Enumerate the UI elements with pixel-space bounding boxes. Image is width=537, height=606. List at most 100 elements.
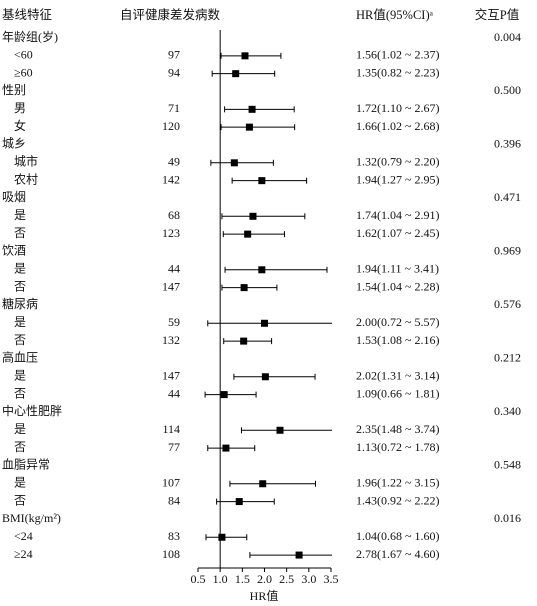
row-label: 女 bbox=[14, 118, 26, 133]
hr-label: 1.43(0.92 ~ 2.22) bbox=[356, 493, 439, 507]
x-tick-label: 3.0 bbox=[301, 572, 316, 586]
row-label: <24 bbox=[14, 529, 33, 543]
hr-label: 2.00(0.72 ~ 5.57) bbox=[356, 315, 439, 329]
hr-marker bbox=[240, 337, 248, 345]
row-label: 是 bbox=[14, 208, 26, 222]
hr-label: 1.72(1.10 ~ 2.67) bbox=[356, 101, 439, 115]
column-header: 基线特征 bbox=[2, 7, 53, 22]
row-label: 是 bbox=[14, 315, 26, 329]
p-value: 0.969 bbox=[494, 244, 521, 258]
row-label: 否 bbox=[14, 279, 26, 293]
case-count: 107 bbox=[162, 476, 180, 490]
hr-label: 1.62(1.07 ~ 2.45) bbox=[356, 226, 439, 240]
case-count: 132 bbox=[162, 333, 180, 347]
column-header: 交互P值 bbox=[475, 7, 519, 22]
row-label: <60 bbox=[14, 48, 33, 62]
hr-marker bbox=[276, 426, 284, 434]
group-label: 糖尿病 bbox=[2, 296, 38, 311]
case-count: 68 bbox=[168, 208, 180, 222]
case-count: 147 bbox=[162, 369, 180, 383]
x-tick-label: 2.5 bbox=[279, 572, 294, 586]
hr-marker bbox=[244, 230, 252, 238]
group-label: 血脂异常 bbox=[2, 457, 50, 472]
case-count: 71 bbox=[168, 101, 180, 115]
row-label: 农村 bbox=[14, 172, 38, 186]
x-tick-label: 2.0 bbox=[257, 572, 272, 586]
hr-marker bbox=[245, 123, 253, 131]
case-count: 44 bbox=[168, 262, 180, 276]
plot-area bbox=[204, 52, 332, 559]
hr-label: 1.66(1.02 ~ 2.68) bbox=[356, 119, 439, 133]
p-value: 0.004 bbox=[494, 30, 521, 44]
row-label: 是 bbox=[14, 422, 26, 436]
case-count: 94 bbox=[168, 65, 180, 79]
hr-label: 1.35(0.82 ~ 2.23) bbox=[356, 65, 439, 79]
row-label: 是 bbox=[14, 476, 26, 490]
hr-marker bbox=[235, 498, 243, 506]
p-value: 0.500 bbox=[494, 83, 521, 97]
row-label: ≥24 bbox=[14, 547, 33, 561]
row-label: 是 bbox=[14, 369, 26, 383]
row-label: ≥60 bbox=[14, 65, 33, 79]
group-label: 性别 bbox=[2, 83, 26, 97]
column-header: HR值(95%CI)ᵃ bbox=[356, 7, 434, 22]
group-label: 高血压 bbox=[2, 350, 38, 365]
case-count: 147 bbox=[162, 279, 180, 293]
case-count: 114 bbox=[162, 422, 180, 436]
hr-marker bbox=[259, 480, 267, 488]
group-label: 城乡 bbox=[2, 137, 26, 151]
group-label: 吸烟 bbox=[2, 190, 26, 204]
p-value: 0.548 bbox=[494, 458, 521, 472]
group-label: 中心性肥胖 bbox=[2, 403, 62, 418]
hr-marker bbox=[241, 52, 249, 60]
p-value: 0.576 bbox=[494, 297, 521, 311]
case-count: 44 bbox=[168, 386, 180, 400]
hr-marker bbox=[258, 177, 266, 185]
p-value: 0.396 bbox=[494, 137, 521, 151]
row-label: 是 bbox=[14, 262, 26, 276]
hr-label: 1.74(1.04 ~ 2.91) bbox=[356, 208, 439, 222]
hr-label: 2.78(1.67 ~ 4.60) bbox=[356, 547, 439, 561]
hr-marker bbox=[249, 212, 257, 220]
case-count: 77 bbox=[168, 440, 180, 454]
hr-label: 2.02(1.31 ~ 3.14) bbox=[356, 369, 439, 383]
p-value: 0.340 bbox=[494, 404, 521, 418]
row-label: 否 bbox=[14, 226, 26, 240]
hr-marker bbox=[261, 373, 269, 381]
hr-marker bbox=[258, 266, 266, 274]
x-tick-label: 0.5 bbox=[191, 572, 206, 586]
hr-label: 1.32(0.79 ~ 2.20) bbox=[356, 155, 439, 169]
x-tick-label: 1.0 bbox=[213, 572, 228, 586]
case-count: 97 bbox=[168, 48, 180, 62]
hr-marker bbox=[261, 319, 268, 327]
p-value: 0.471 bbox=[494, 190, 521, 204]
hr-marker bbox=[230, 159, 238, 167]
hr-marker bbox=[218, 533, 226, 541]
hr-label: 2.35(1.48 ~ 3.74) bbox=[356, 422, 439, 436]
hr-label: 1.09(0.66 ~ 1.81) bbox=[356, 386, 439, 400]
row-label: 否 bbox=[14, 440, 26, 454]
row-label: 否 bbox=[14, 386, 26, 400]
row-label: 城市 bbox=[14, 154, 38, 169]
row-label: 否 bbox=[14, 333, 26, 347]
p-value: 0.212 bbox=[494, 351, 521, 365]
row-label: 否 bbox=[14, 493, 26, 507]
hr-marker bbox=[220, 391, 228, 399]
case-count: 123 bbox=[162, 226, 180, 240]
hr-marker bbox=[232, 70, 240, 78]
hr-marker bbox=[248, 105, 256, 113]
hr-label: 1.54(1.04 ~ 2.28) bbox=[356, 279, 439, 293]
hr-marker bbox=[295, 551, 303, 559]
case-count: 142 bbox=[162, 172, 180, 186]
group-label: 年龄组(岁) bbox=[2, 29, 58, 44]
hr-label: 1.94(1.11 ~ 3.41) bbox=[356, 262, 439, 276]
case-count: 83 bbox=[168, 529, 180, 543]
case-count: 108 bbox=[162, 547, 180, 561]
x-tick-label: 3.5 bbox=[324, 572, 339, 586]
hr-label: 1.96(1.22 ~ 3.15) bbox=[356, 476, 439, 490]
case-count: 59 bbox=[168, 315, 180, 329]
case-count: 120 bbox=[162, 119, 180, 133]
hr-label: 1.13(0.72 ~ 1.78) bbox=[356, 440, 439, 454]
hr-label: 1.53(1.08 ~ 2.16) bbox=[356, 333, 439, 347]
